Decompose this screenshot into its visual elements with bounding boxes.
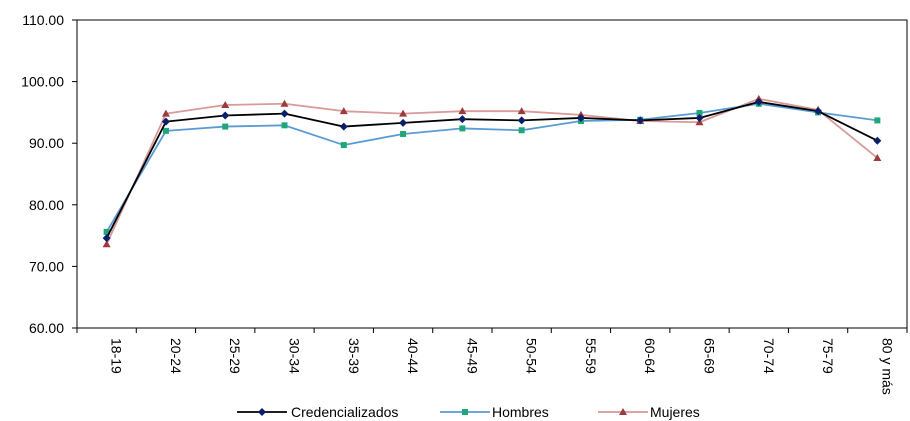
data-point	[873, 153, 882, 161]
data-point	[518, 127, 525, 134]
legend-item-mujeres: Mujeres	[598, 404, 700, 420]
x-tick-label: 30-34	[287, 338, 303, 374]
data-point	[339, 122, 348, 131]
series-line	[105, 101, 878, 239]
data-point	[222, 123, 229, 130]
y-tick-label: 80.00	[29, 197, 64, 213]
data-point	[102, 234, 111, 243]
data-point	[459, 125, 466, 132]
x-tick-label: 25-29	[227, 338, 243, 374]
x-tick-label: 80 y más	[879, 338, 895, 395]
data-point	[399, 109, 408, 117]
series-credencializados	[102, 97, 882, 243]
x-tick-label: 75-79	[820, 338, 836, 374]
data-point	[517, 116, 526, 125]
data-point	[102, 240, 111, 248]
x-tick-label: 35-39	[346, 338, 362, 374]
data-point	[696, 110, 703, 117]
y-tick-label: 90.00	[29, 135, 64, 151]
x-tick-label: 50-54	[524, 338, 540, 374]
data-point	[814, 107, 823, 116]
legend-swatch-marker	[258, 408, 266, 416]
data-point	[874, 117, 881, 124]
y-tick-label: 60.00	[29, 320, 64, 336]
legend-swatch-marker	[462, 409, 468, 415]
y-tick-label: 110.00	[22, 12, 64, 28]
series-layer	[102, 94, 882, 248]
x-axis: 18-19 20-24 25-29 30-34 35-39 40-44 45-49 50-54…	[76, 328, 908, 395]
data-point	[340, 142, 347, 149]
data-point	[517, 107, 526, 115]
x-tick-label: 60-64	[642, 338, 658, 374]
data-point	[400, 130, 407, 137]
legend-label: Hombres	[492, 404, 549, 420]
x-tick-label: 65-69	[702, 338, 718, 374]
data-point	[162, 127, 169, 134]
legend-swatch-marker	[619, 408, 627, 415]
x-tick-label: 45-49	[464, 338, 480, 374]
legend-item-hombres: Hombres	[440, 404, 549, 420]
data-point	[280, 99, 289, 107]
y-tick-label: 100.00	[21, 74, 64, 90]
data-point	[576, 113, 585, 122]
legend: Credencializados Hombres Mujeres	[237, 404, 700, 420]
data-point	[399, 118, 408, 127]
x-tick-label: 20-24	[168, 338, 184, 374]
data-point	[280, 109, 289, 118]
legend-label: Credencializados	[291, 404, 398, 420]
data-point	[161, 117, 170, 126]
plot-area	[76, 19, 908, 329]
series-line	[105, 97, 878, 245]
data-point	[695, 113, 704, 122]
data-point	[873, 136, 882, 145]
data-point	[221, 101, 230, 109]
y-axis: 60.00 70.00 80.00 90.00 100.00 110.00	[21, 12, 77, 336]
legend-item-credencializados: Credencializados	[237, 404, 398, 420]
legend-label: Mujeres	[650, 404, 700, 420]
data-point	[103, 228, 110, 235]
x-tick-label: 70-74	[761, 338, 777, 374]
data-point	[636, 116, 645, 125]
data-point	[458, 115, 467, 124]
data-point	[281, 122, 288, 129]
data-point	[221, 111, 230, 120]
data-point	[161, 109, 170, 117]
x-tick-label: 18-19	[109, 338, 125, 374]
data-point	[339, 107, 348, 115]
x-tick-label: 40-44	[405, 338, 421, 374]
x-tick-label: 55-59	[583, 338, 599, 374]
data-point	[754, 97, 763, 106]
y-tick-label: 70.00	[29, 258, 64, 274]
data-point	[458, 107, 467, 115]
